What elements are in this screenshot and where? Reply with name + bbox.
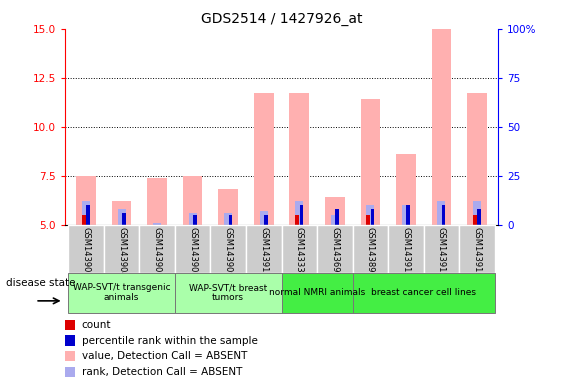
Bar <box>118 209 126 225</box>
Bar <box>467 93 486 225</box>
Title: GDS2514 / 1427926_at: GDS2514 / 1427926_at <box>201 12 362 26</box>
Bar <box>65 351 75 361</box>
Bar <box>432 29 451 225</box>
Bar <box>189 213 196 225</box>
Bar <box>104 225 140 273</box>
Text: count: count <box>82 320 111 330</box>
Text: percentile rank within the sample: percentile rank within the sample <box>82 336 257 346</box>
Bar <box>370 209 374 225</box>
Bar <box>68 273 175 313</box>
Bar <box>65 367 75 377</box>
Bar <box>218 189 238 225</box>
Bar <box>254 93 274 225</box>
Bar <box>289 93 309 225</box>
Bar <box>260 211 267 225</box>
Bar <box>183 176 203 225</box>
Bar <box>65 319 75 330</box>
Text: rank, Detection Call = ABSENT: rank, Detection Call = ABSENT <box>82 367 242 377</box>
Bar <box>477 209 481 225</box>
Bar <box>82 215 86 225</box>
Bar <box>473 215 477 225</box>
Bar <box>473 201 481 225</box>
Bar <box>402 205 410 225</box>
Text: GSM143904: GSM143904 <box>117 227 126 278</box>
Text: breast cancer cell lines: breast cancer cell lines <box>371 288 476 297</box>
Text: GSM143891: GSM143891 <box>366 227 375 278</box>
Bar <box>282 273 352 313</box>
Bar <box>442 205 445 225</box>
Bar <box>352 273 495 313</box>
Text: GSM143913: GSM143913 <box>401 227 410 278</box>
Text: GSM143915: GSM143915 <box>437 227 446 278</box>
Text: GSM143697: GSM143697 <box>330 227 339 278</box>
Bar <box>367 205 374 225</box>
Bar <box>68 225 104 273</box>
Bar <box>211 225 246 273</box>
Bar <box>300 205 303 225</box>
Bar <box>388 225 423 273</box>
Text: GSM143903: GSM143903 <box>82 227 91 278</box>
Bar <box>296 201 303 225</box>
Text: GSM143330: GSM143330 <box>295 227 304 278</box>
Bar <box>317 225 352 273</box>
Bar <box>246 225 282 273</box>
Bar <box>352 225 388 273</box>
Bar <box>153 223 161 225</box>
Bar <box>396 154 415 225</box>
Bar <box>264 215 267 225</box>
Text: WAP-SVT/t breast
tumors: WAP-SVT/t breast tumors <box>189 283 267 303</box>
Bar <box>423 225 459 273</box>
Bar <box>193 215 196 225</box>
Text: value, Detection Call = ABSENT: value, Detection Call = ABSENT <box>82 351 247 361</box>
Text: GSM143906: GSM143906 <box>153 227 162 278</box>
Bar <box>437 201 445 225</box>
Text: WAP-SVT/t transgenic
animals: WAP-SVT/t transgenic animals <box>73 283 171 303</box>
Text: GSM143911: GSM143911 <box>259 227 268 278</box>
Bar <box>148 178 167 225</box>
Bar <box>459 225 495 273</box>
Text: GSM143908: GSM143908 <box>188 227 197 278</box>
Bar <box>282 225 317 273</box>
Bar <box>140 225 175 273</box>
Bar <box>175 273 282 313</box>
Bar <box>224 213 232 225</box>
Bar <box>112 201 131 225</box>
Bar <box>367 215 370 225</box>
Bar <box>77 176 96 225</box>
Bar <box>335 209 339 225</box>
Text: disease state: disease state <box>6 278 75 288</box>
Bar <box>87 205 90 225</box>
Bar <box>82 201 90 225</box>
Bar <box>296 215 299 225</box>
Text: normal NMRI animals: normal NMRI animals <box>269 288 365 297</box>
Bar <box>122 213 126 225</box>
Text: GSM143909: GSM143909 <box>224 227 233 278</box>
Text: GSM143916: GSM143916 <box>472 227 481 278</box>
Bar <box>229 215 232 225</box>
Bar <box>325 197 345 225</box>
Bar <box>331 215 339 225</box>
Bar <box>175 225 211 273</box>
Bar <box>65 336 75 346</box>
Bar <box>406 205 410 225</box>
Bar <box>360 99 380 225</box>
